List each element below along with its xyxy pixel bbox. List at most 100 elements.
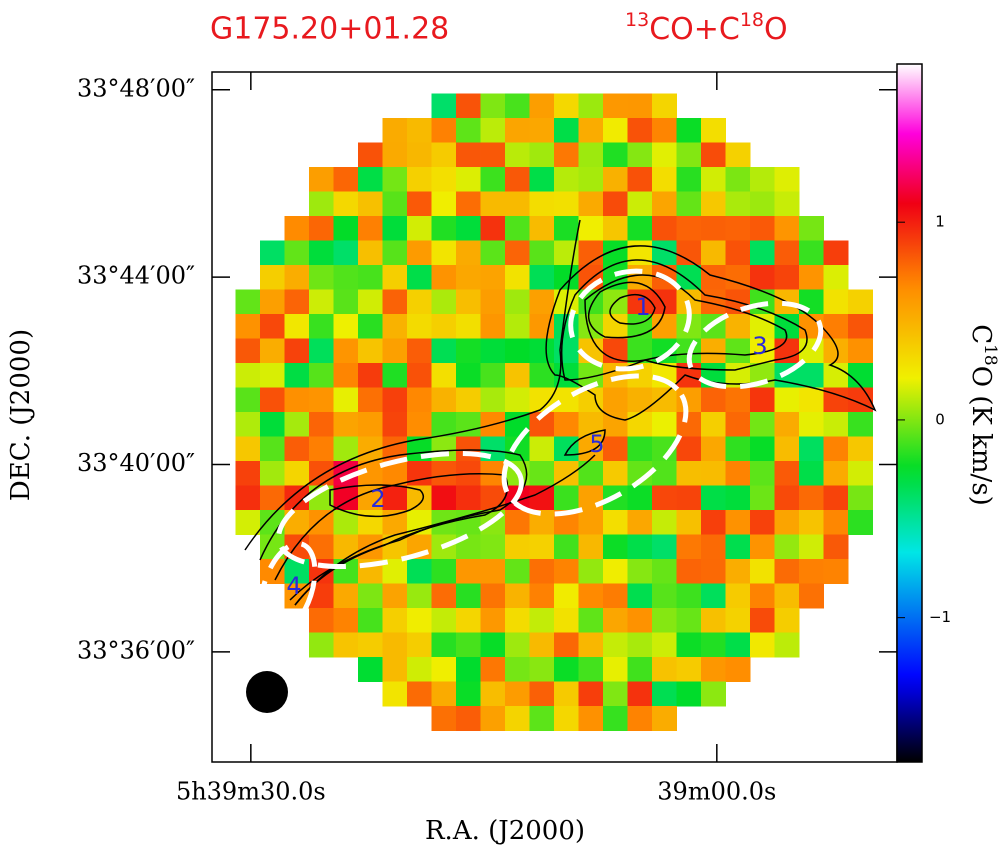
pixel: [701, 632, 726, 658]
pixel: [823, 534, 849, 560]
pixel: [456, 436, 481, 462]
pixel: [774, 632, 800, 658]
pixel: [701, 461, 726, 486]
pixel: [603, 461, 628, 486]
pixel: [235, 289, 261, 315]
pixel: [701, 681, 726, 707]
source-label: 5: [589, 430, 604, 458]
pixel: [480, 265, 506, 290]
pixel: [309, 265, 334, 290]
pixel: [456, 608, 481, 633]
pixel: [260, 338, 285, 364]
pixel: [676, 216, 702, 241]
pixel: [701, 167, 726, 192]
pixel: [505, 681, 530, 707]
pixel: [529, 706, 555, 731]
pixel: [333, 167, 359, 192]
pixel: [284, 265, 310, 290]
pixel: [627, 412, 653, 437]
pixel: [480, 681, 506, 707]
pixel: [848, 436, 873, 462]
pixel: [554, 657, 579, 682]
x-axis-label: R.A. (J2000): [425, 816, 585, 846]
pixel: [554, 118, 579, 143]
pixel: [823, 485, 849, 511]
pixel: [774, 167, 800, 192]
colorbar-label: C18O (K km/s): [966, 324, 1001, 506]
pixel: [431, 338, 457, 364]
pixel: [358, 608, 383, 633]
pixel: [627, 118, 653, 143]
pixel: [309, 608, 334, 633]
pixel: [260, 265, 285, 290]
pixel: [480, 583, 506, 609]
y-tick-label: 33°48′00″: [77, 74, 195, 102]
t: CO+C: [649, 12, 740, 47]
pixel: [823, 412, 849, 437]
pixel: [407, 142, 432, 168]
pixel: [652, 559, 677, 584]
pixel: [529, 583, 555, 609]
pixel: [676, 265, 702, 290]
pixel: [848, 412, 873, 437]
pixel: [382, 632, 408, 658]
pixel: [750, 559, 775, 584]
pixel: [676, 461, 702, 486]
y-tick-label: 33°36′00″: [77, 636, 195, 664]
pixel: [260, 314, 285, 339]
pixel: [627, 485, 653, 511]
pixel: [333, 191, 359, 217]
pixel: [848, 338, 873, 364]
colorbar: 1 0 −1: [896, 63, 951, 763]
pixel: [725, 191, 751, 217]
pixel: [284, 436, 310, 462]
pixel: [652, 608, 677, 633]
pixel: [529, 240, 555, 266]
pixel: [799, 559, 824, 584]
pixel: [407, 461, 432, 486]
pixel: [774, 387, 800, 413]
pixel: [627, 387, 653, 413]
pixel: [382, 583, 408, 609]
pixel: [407, 583, 432, 609]
pixel: [529, 436, 555, 462]
pixel: [554, 706, 579, 731]
pixel: [358, 387, 383, 413]
pixel: [382, 167, 408, 192]
pixel: [774, 461, 800, 486]
pixel: [407, 363, 432, 388]
pixel: [750, 534, 775, 560]
t: O: [764, 12, 788, 47]
pixel: [358, 167, 383, 192]
pixel: [578, 167, 604, 192]
pixel: [750, 240, 775, 266]
pixel: [284, 289, 310, 315]
pixel: [358, 632, 383, 658]
pixel: [627, 289, 653, 315]
pixel: [358, 191, 383, 217]
colorbar-tick-label: 1: [935, 213, 945, 231]
pixel: [260, 289, 285, 315]
pixel: [603, 632, 628, 658]
pixel: [358, 363, 383, 388]
pixel: [358, 583, 383, 609]
pixel: [407, 265, 432, 290]
pixel: [676, 412, 702, 437]
pixel: [480, 191, 506, 217]
pixel: [456, 706, 481, 731]
pixel: [701, 412, 726, 437]
pixel: [284, 314, 310, 339]
axes: 33°48′00″ 33°44′00″ 33°40′00″ 33°36′00″ 5h39…: [77, 72, 897, 806]
pixel: [799, 216, 824, 241]
pixel: [823, 559, 849, 584]
pixel: [431, 167, 457, 192]
pixel: [382, 387, 408, 413]
pixel: [431, 461, 457, 486]
pixel: [578, 436, 604, 462]
pixel: [774, 412, 800, 437]
pixel: [456, 314, 481, 339]
pixel: [407, 240, 432, 266]
pixel: [480, 706, 506, 731]
pixel: [627, 167, 653, 192]
source-label: 4: [286, 572, 301, 600]
